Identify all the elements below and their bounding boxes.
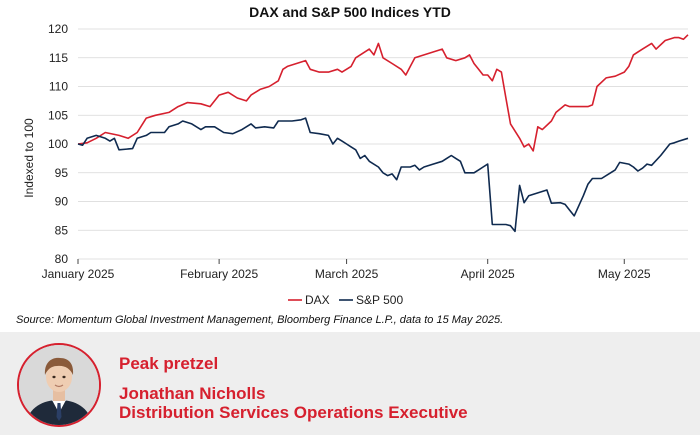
x-tick-label: January 2025 bbox=[42, 267, 115, 281]
chart-svg: DAX and S&P 500 Indices YTD Indexed to 1… bbox=[22, 4, 689, 307]
y-tick-label: 85 bbox=[55, 223, 69, 237]
y-tick-label: 105 bbox=[48, 108, 68, 122]
series-line-sp500 bbox=[77, 117, 689, 233]
y-tick-label: 120 bbox=[48, 22, 68, 36]
author-avatar bbox=[17, 343, 101, 427]
x-tick-label: February 2025 bbox=[180, 267, 258, 281]
legend-label-dax: DAX bbox=[305, 293, 330, 307]
x-tick-label: May 2025 bbox=[598, 267, 651, 281]
chart-container: DAX and S&P 500 Indices YTD Indexed to 1… bbox=[22, 4, 689, 307]
author-role: Distribution Services Operations Executi… bbox=[119, 403, 468, 422]
y-tick-label: 115 bbox=[49, 51, 68, 65]
person-portrait-icon bbox=[19, 345, 99, 425]
series-line-dax bbox=[77, 34, 689, 152]
x-tick-label: April 2025 bbox=[461, 267, 515, 281]
x-tick-label: March 2025 bbox=[315, 267, 379, 281]
author-name: Jonathan Nicholls bbox=[119, 384, 266, 403]
chart-title: DAX and S&P 500 Indices YTD bbox=[249, 4, 451, 20]
legend-label-sp500: S&P 500 bbox=[356, 293, 403, 307]
y-tick-label: 95 bbox=[55, 166, 69, 180]
x-axis-ticks: January 2025 February 2025 March 2025 April… bbox=[42, 259, 651, 281]
y-tick-label: 110 bbox=[49, 80, 68, 94]
source-note: Source: Momentum Global Investment Manag… bbox=[16, 314, 504, 326]
y-axis-ticks: 80 85 90 95 100 105 110 115 120 bbox=[48, 22, 688, 266]
y-axis-title: Indexed to 100 bbox=[22, 118, 36, 198]
author-profile: Peak pretzel Jonathan Nicholls Distribut… bbox=[0, 332, 700, 435]
legend: DAX S&P 500 bbox=[288, 293, 403, 307]
y-tick-label: 100 bbox=[48, 137, 68, 151]
y-tick-label: 80 bbox=[55, 252, 69, 266]
y-tick-label: 90 bbox=[55, 195, 69, 209]
series-lines bbox=[77, 34, 689, 233]
article-headline: Peak pretzel bbox=[119, 354, 219, 373]
